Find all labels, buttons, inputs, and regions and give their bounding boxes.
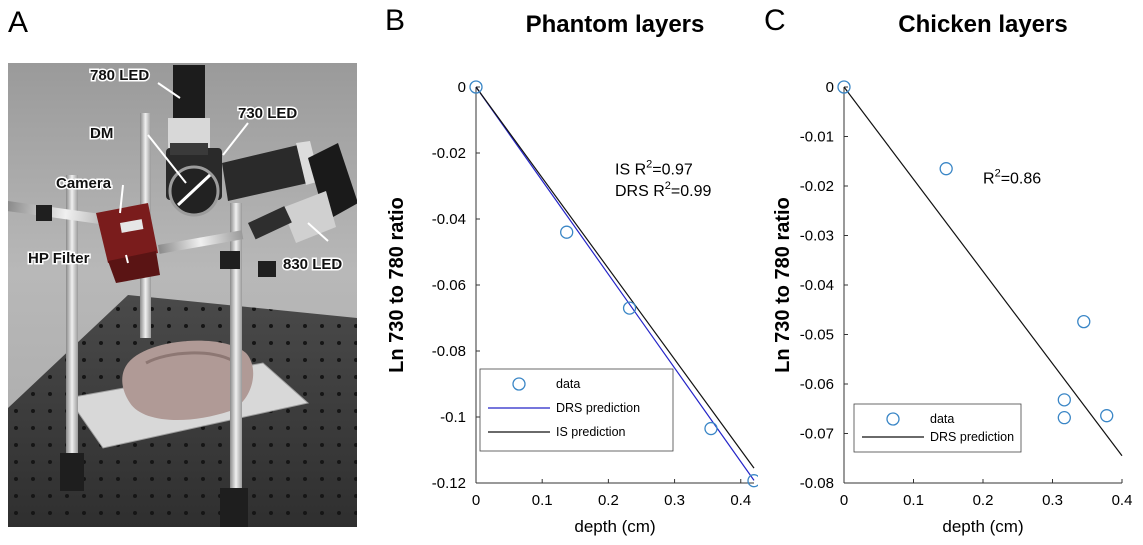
x-tick-label: 0.3 [1042,492,1063,509]
x-axis-label: depth (cm) [574,517,655,536]
data-point [1057,411,1071,425]
data-point [1057,393,1071,407]
label-730-led: 730 LED [238,105,297,122]
chart-title: Phantom layers [526,11,705,38]
y-axis-label: Ln 730 to 780 ratio [386,197,408,373]
x-tick-label: 0 [840,492,848,509]
x-tick-label: 0.4 [730,492,751,509]
y-tick-label: -0.04 [432,211,466,228]
drs-prediction-line [475,86,755,481]
data-point [939,162,953,176]
data-point [704,421,718,436]
legend-label: DRS prediction [556,401,640,415]
label-780-led: 780 LED [90,67,149,84]
data-point [1077,314,1091,329]
x-tick-label: 0.2 [973,492,994,509]
y-tick-label: -0.02 [432,145,466,162]
label-dm: DM [90,125,113,142]
r-squared-annotation: IS R2=0.97 [615,158,693,178]
x-axis-label: depth (cm) [942,517,1023,536]
data-point [469,80,483,94]
x-tick-label: 0.1 [903,492,924,509]
y-tick-label: -0.05 [800,327,834,344]
label-830-led: 830 LED [283,256,342,273]
chart-phantom-layers: Phantom layers 0 -0.02 -0.04 -0.06 -0.08 -0.1 -… [386,11,758,536]
panel-label-c: C [764,4,786,37]
legend-label: data [930,412,954,426]
chart-title: Chicken layers [898,11,1067,38]
is-prediction-line [475,86,755,469]
legend-marker [886,412,900,426]
setup-illustration: 780 LED 730 LED DM Camera HP Filter 830 … [8,63,357,527]
panel-label-a: A [8,6,29,39]
x-tick-label: 0.4 [1112,492,1133,509]
y-tick-label: -0.06 [432,277,466,294]
legend-label: DRS prediction [930,430,1014,444]
data-point [622,301,637,315]
legend-label: IS prediction [556,425,626,439]
data-point [837,80,851,94]
y-tick-label: -0.08 [800,475,834,492]
legend-label: data [556,377,580,391]
y-tick-label: -0.02 [800,178,834,195]
x-tick-label: 0.3 [664,492,685,509]
r-squared-annotation: DRS R2=0.99 [615,180,711,200]
y-tick-label: -0.1 [440,409,466,426]
label-hp-filter: HP Filter [28,250,90,267]
panel-label-b: B [385,4,406,37]
y-tick-label: -0.06 [800,376,834,393]
legend-box [853,403,1022,453]
y-tick-label: -0.12 [432,475,466,492]
r-squared-annotation: R2=0.86 [983,168,1041,188]
y-tick-label: 0 [458,79,466,96]
setup-photo: 780 LED 730 LED DM Camera HP Filter 830 … [8,63,357,527]
y-tick-label: 0 [826,79,834,96]
y-tick-label: -0.01 [800,129,834,146]
y-tick-label: -0.07 [800,426,834,443]
y-tick-label: -0.04 [800,277,834,294]
y-tick-label: -0.08 [432,343,466,360]
x-tick-label: 0.2 [598,492,619,509]
x-tick-label: 0.1 [532,492,553,509]
data-point [747,474,758,488]
data-point [560,225,574,239]
drs-prediction-line [843,86,1123,457]
x-tick-label: 0 [472,492,480,509]
y-tick-label: -0.03 [800,228,834,245]
legend-marker [512,377,526,391]
y-axis-label: Ln 730 to 780 ratio [772,197,794,373]
label-camera: Camera [56,175,112,192]
data-point [1100,409,1114,423]
legend-box [479,368,674,452]
photo-arrows [119,82,329,264]
chart-chicken-layers: Chicken layers 0 -0.01 -0.02 -0.03 -0.04 -0.05… [772,11,1133,536]
